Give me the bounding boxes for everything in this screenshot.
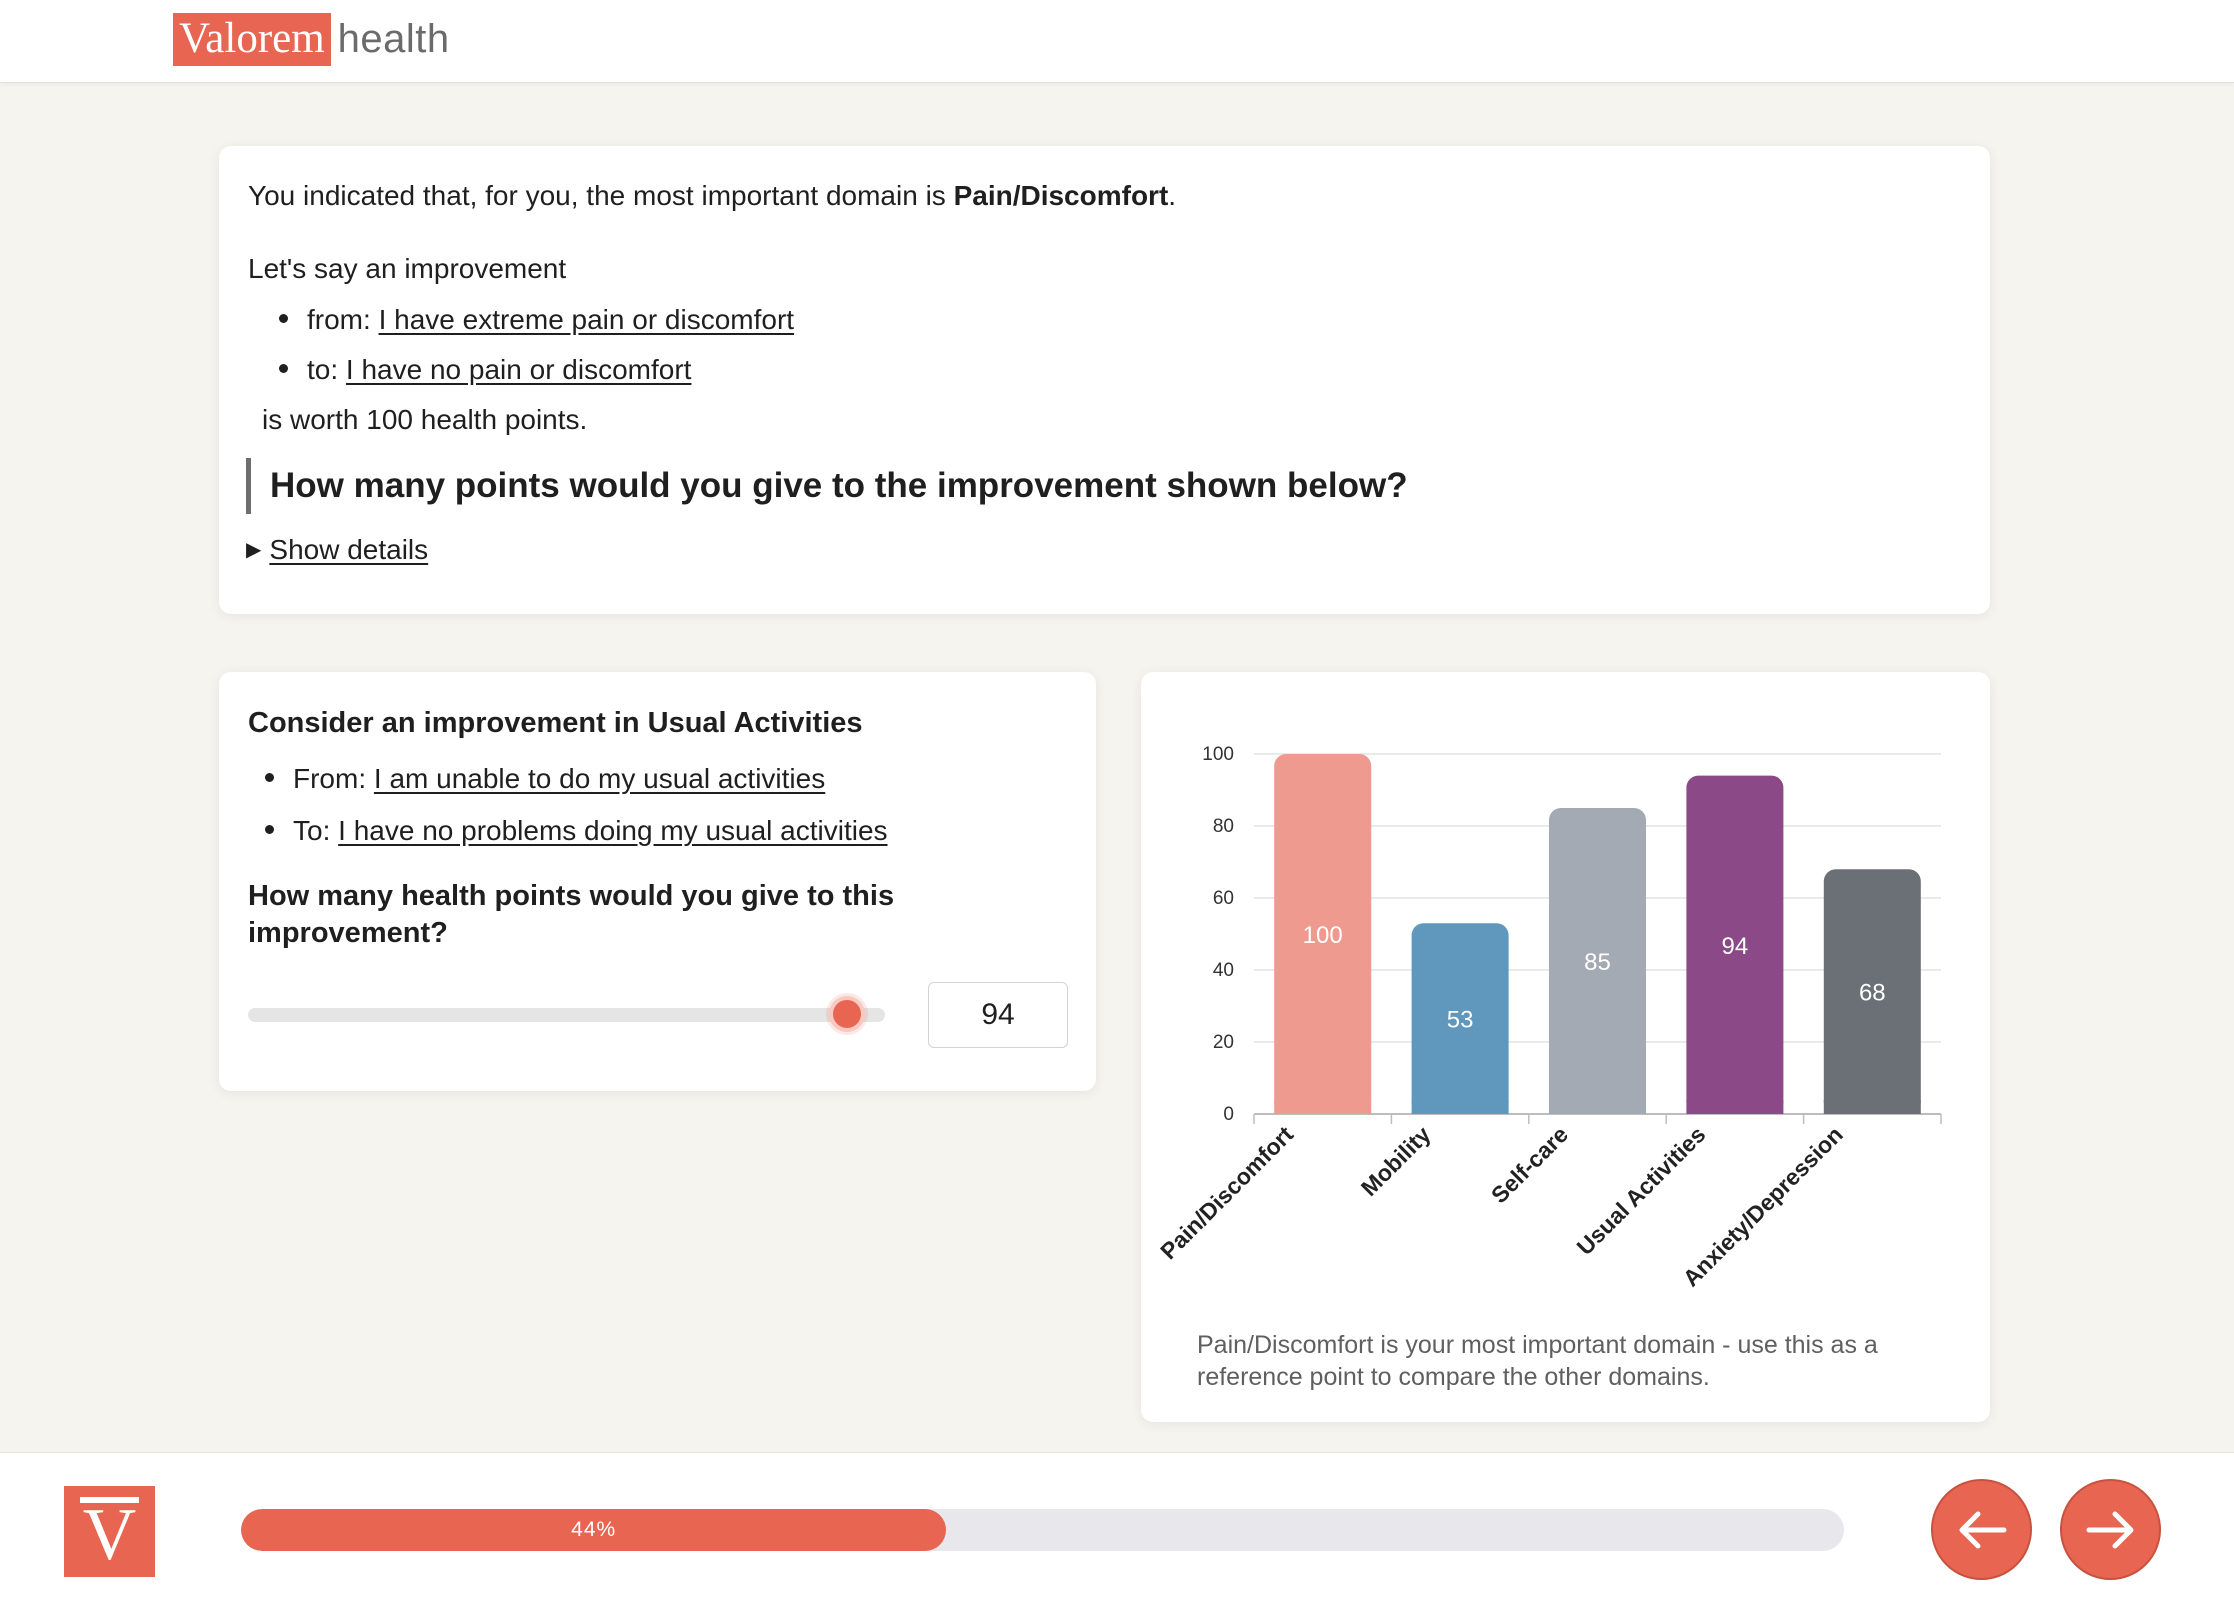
bar-value-label: 53	[1447, 1007, 1474, 1034]
bar-value-label: 94	[1722, 933, 1749, 960]
back-button[interactable]	[1931, 1479, 2032, 1580]
x-category-label: Mobility	[1356, 1121, 1436, 1201]
bullet-dot	[279, 314, 288, 324]
progress-label: 44%	[571, 1518, 617, 1541]
show-details-toggle[interactable]: ▶ Show details	[246, 530, 428, 573]
improvement-to-item: To: I have no problems doing my usual ac…	[265, 811, 888, 851]
arrow-left-icon	[1959, 1511, 2006, 1548]
y-tick-label: 100	[1202, 744, 1234, 765]
bar-base	[1411, 1100, 1509, 1114]
improvement-from-item: From: I am unable to do my usual activit…	[265, 759, 825, 799]
next-button[interactable]	[2060, 1479, 2161, 1580]
intro-to-link[interactable]: I have no pain or discomfort	[345, 354, 692, 385]
to-label: To:	[293, 815, 339, 846]
disclosure-triangle-icon: ▶	[246, 539, 262, 561]
most-important-statement: You indicated that, for you, the most im…	[248, 176, 1176, 216]
bar-value-label: 100	[1303, 922, 1343, 949]
bar-base	[1686, 1100, 1784, 1114]
footer-logo-bar	[80, 1497, 139, 1503]
domain-bar-chart: 0 20 40 60 80 100 100 Pain/Discomfort 53 Mobility…	[1155, 744, 1942, 1291]
bar	[1274, 754, 1372, 1114]
footer-logo[interactable]: V	[64, 1486, 155, 1577]
points-input[interactable]: 94	[928, 982, 1068, 1048]
from-label: From:	[293, 763, 374, 794]
statement-period: .	[1168, 180, 1177, 211]
statement-text: You indicated that, for you, the most im…	[248, 180, 954, 211]
bar-base	[1823, 1100, 1921, 1114]
bar-value-label: 68	[1859, 980, 1886, 1007]
y-tick-label: 20	[1213, 1032, 1234, 1053]
brand-logo-mark: Valorem	[173, 13, 331, 66]
progress-bar: 44%	[241, 1509, 1844, 1551]
bullet-dot	[265, 773, 274, 783]
bar	[1686, 775, 1784, 1114]
to-label: to:	[307, 354, 346, 385]
brand-logo[interactable]: Valorem health	[173, 13, 450, 66]
intro-to-item: to: I have no pain or discomfort	[279, 350, 691, 390]
arrow-right-icon	[2086, 1511, 2133, 1548]
from-label: from:	[307, 304, 379, 335]
y-tick-label: 80	[1213, 816, 1234, 837]
intro-card	[219, 146, 1990, 614]
bullet-dot	[265, 825, 274, 835]
most-important-domain: Pain/Discomfort	[953, 180, 1169, 211]
y-tick-label: 60	[1213, 888, 1234, 909]
y-tick-label: 40	[1213, 960, 1234, 981]
chart-note: Pain/Discomfort is your most important d…	[1197, 1331, 1878, 1391]
y-tick-label: 0	[1223, 1104, 1234, 1125]
x-category-label: Pain/Discomfort	[1155, 1121, 1298, 1264]
intro-from-item: from: I have extreme pain or discomfort	[279, 300, 794, 340]
top-bar: Valorem health	[0, 0, 2234, 83]
worth-text: is worth 100 health points.	[262, 404, 588, 435]
main-question: How many points would you give to the im…	[246, 458, 1408, 514]
bar-value-label: 85	[1584, 949, 1611, 976]
points-slider-thumb[interactable]	[828, 996, 865, 1032]
x-category-label: Self-care	[1486, 1121, 1573, 1208]
progress-fill: 44%	[241, 1509, 947, 1551]
improvement-to-link[interactable]: I have no problems doing my usual activi…	[338, 815, 888, 846]
brand-logo-word: health	[337, 17, 450, 61]
bar-base	[1549, 1100, 1646, 1114]
bar	[1823, 869, 1921, 1114]
bar	[1411, 923, 1509, 1114]
points-slider-track[interactable]	[248, 1008, 885, 1022]
points-question: How many health points would you give to…	[248, 880, 895, 949]
improvement-title: Consider an improvement in Usual Activit…	[248, 707, 863, 739]
intro-from-link[interactable]: I have extreme pain or discomfort	[378, 304, 795, 335]
footer-logo-letter: V	[82, 1494, 137, 1576]
lets-say-text: Let's say an improvement	[248, 253, 567, 284]
x-category-label: Usual Activities	[1572, 1121, 1711, 1260]
bar-base	[1274, 1100, 1372, 1114]
bar	[1549, 808, 1646, 1114]
bullet-dot	[279, 364, 288, 374]
show-details-link[interactable]: Show details	[269, 534, 429, 565]
improvement-from-link[interactable]: I am unable to do my usual activities	[373, 763, 826, 794]
